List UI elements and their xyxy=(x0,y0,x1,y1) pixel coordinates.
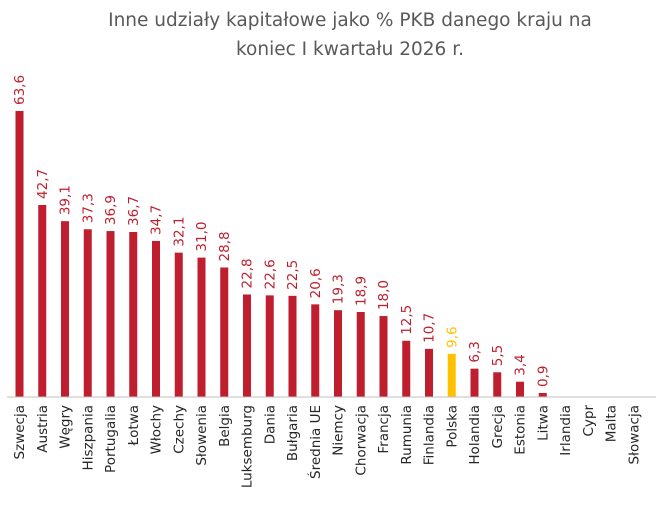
bar-Bułgaria xyxy=(288,295,297,397)
bar-Węgry xyxy=(61,221,69,397)
value-label-Grecja: 5,5 xyxy=(490,345,506,366)
chart-title: Inne udziały kapitałowe jako % PKB daneg… xyxy=(60,6,640,64)
value-label-Rumunia: 12,5 xyxy=(399,305,415,335)
bar-Chorwacja xyxy=(356,312,365,397)
category-label-Słowacja: Słowacja xyxy=(626,405,642,464)
category-label-Luksemburg: Luksemburg xyxy=(240,405,256,488)
category-label-Portugalia: Portugalia xyxy=(103,405,119,473)
category-label-Czechy: Czechy xyxy=(171,405,187,454)
value-label-Łotwa: 36,7 xyxy=(126,196,142,226)
bar-Dania xyxy=(265,295,274,397)
category-label-Łotwa: Łotwa xyxy=(126,405,142,446)
category-label-Polska: Polska xyxy=(444,405,460,448)
value-label-Holandia: 6,3 xyxy=(467,341,483,362)
bar-Niemcy xyxy=(334,310,342,397)
category-label-Malta: Malta xyxy=(604,405,620,442)
value-label-Niemcy: 19,3 xyxy=(331,274,347,304)
category-label-Rumunia: Rumunia xyxy=(399,405,415,465)
bar-Hiszpania xyxy=(83,229,92,397)
bar-Słowenia xyxy=(197,257,206,397)
value-label-Chorwacja: 18,9 xyxy=(353,276,369,306)
value-label-Szwecja: 63,6 xyxy=(12,75,28,105)
value-label-Finlandia: 10,7 xyxy=(422,313,438,343)
value-label-Bułgaria: 22,5 xyxy=(285,260,301,290)
category-label-Niemcy: Niemcy xyxy=(331,405,347,456)
value-label-Polska: 9,6 xyxy=(444,326,460,347)
category-label-Szwecja: Szwecja xyxy=(12,405,28,459)
bar-Włochy xyxy=(152,240,160,397)
value-label-Luksemburg: 22,8 xyxy=(240,258,256,288)
category-label-Hiszpania: Hiszpania xyxy=(80,405,96,470)
category-label-Słowenia: Słowenia xyxy=(194,405,210,466)
value-label-Czechy: 32,1 xyxy=(171,217,187,247)
category-label-Irlandia: Irlandia xyxy=(558,405,574,456)
category-label-Cypr: Cypr xyxy=(581,405,597,437)
bar-Austria xyxy=(38,204,47,397)
bar-Łotwa xyxy=(129,231,138,397)
category-label-Estonia: Estonia xyxy=(513,405,529,455)
bar-Średnia UE xyxy=(311,304,320,397)
category-label-Węgry: Węgry xyxy=(58,405,74,449)
bar-Estonia xyxy=(516,381,524,397)
value-label-Portugalia: 36,9 xyxy=(103,195,119,225)
value-labels-layer: 63,6 42,7 39,1 37,3 36,9 36,7 34,7 32,1 31,0 28,8… xyxy=(12,75,551,387)
value-label-Austria: 42,7 xyxy=(35,169,51,199)
value-label-Węgry: 39,1 xyxy=(58,185,74,215)
category-label-Austria: Austria xyxy=(35,405,51,453)
bar-Litwa xyxy=(538,392,547,397)
value-label-Hiszpania: 37,3 xyxy=(80,193,96,223)
category-labels-layer: Szwecja Austria Węgry Hiszpania Portugalia Ło… xyxy=(12,405,642,489)
bar-Holandia xyxy=(470,368,479,397)
category-label-Dania: Dania xyxy=(262,405,278,444)
category-label-Litwa: Litwa xyxy=(535,405,551,441)
bar-Portugalia xyxy=(106,231,115,397)
category-label-Grecja: Grecja xyxy=(490,405,506,448)
category-label-Holandia: Holandia xyxy=(467,405,483,465)
bars-layer xyxy=(15,111,547,397)
bar-Czechy xyxy=(174,252,183,397)
bar-Rumunia xyxy=(402,340,411,397)
value-label-Dania: 22,6 xyxy=(262,259,278,289)
value-label-Francja: 18,0 xyxy=(376,280,392,310)
value-label-Belgia: 28,8 xyxy=(217,231,233,261)
bar-Grecja xyxy=(493,372,502,397)
category-label-Średnia UE: Średnia UE xyxy=(306,405,324,479)
value-label-Słowenia: 31,0 xyxy=(194,222,210,252)
chart-title-line-1: Inne udziały kapitałowe jako % PKB daneg… xyxy=(108,10,592,31)
category-label-Belgia: Belgia xyxy=(217,405,233,447)
category-label-Chorwacja: Chorwacja xyxy=(353,405,369,476)
bar-Polska xyxy=(447,353,456,397)
bar-Belgia xyxy=(220,267,229,397)
value-label-Średnia UE: 20,6 xyxy=(308,268,324,298)
category-label-Finlandia: Finlandia xyxy=(422,405,438,465)
value-label-Estonia: 3,4 xyxy=(513,354,529,375)
category-label-Włochy: Włochy xyxy=(149,405,165,454)
chart-title-line-2: koniec I kwartału 2026 r. xyxy=(236,39,464,60)
value-label-Włochy: 34,7 xyxy=(149,205,165,235)
bar-Francja xyxy=(379,316,388,397)
category-label-Francja: Francja xyxy=(376,405,392,454)
value-label-Litwa: 0,9 xyxy=(535,365,551,386)
bar-Finlandia xyxy=(425,348,433,397)
category-label-Bułgaria: Bułgaria xyxy=(285,405,301,461)
bar-Luksemburg xyxy=(243,294,251,397)
bar-Szwecja xyxy=(15,111,24,397)
